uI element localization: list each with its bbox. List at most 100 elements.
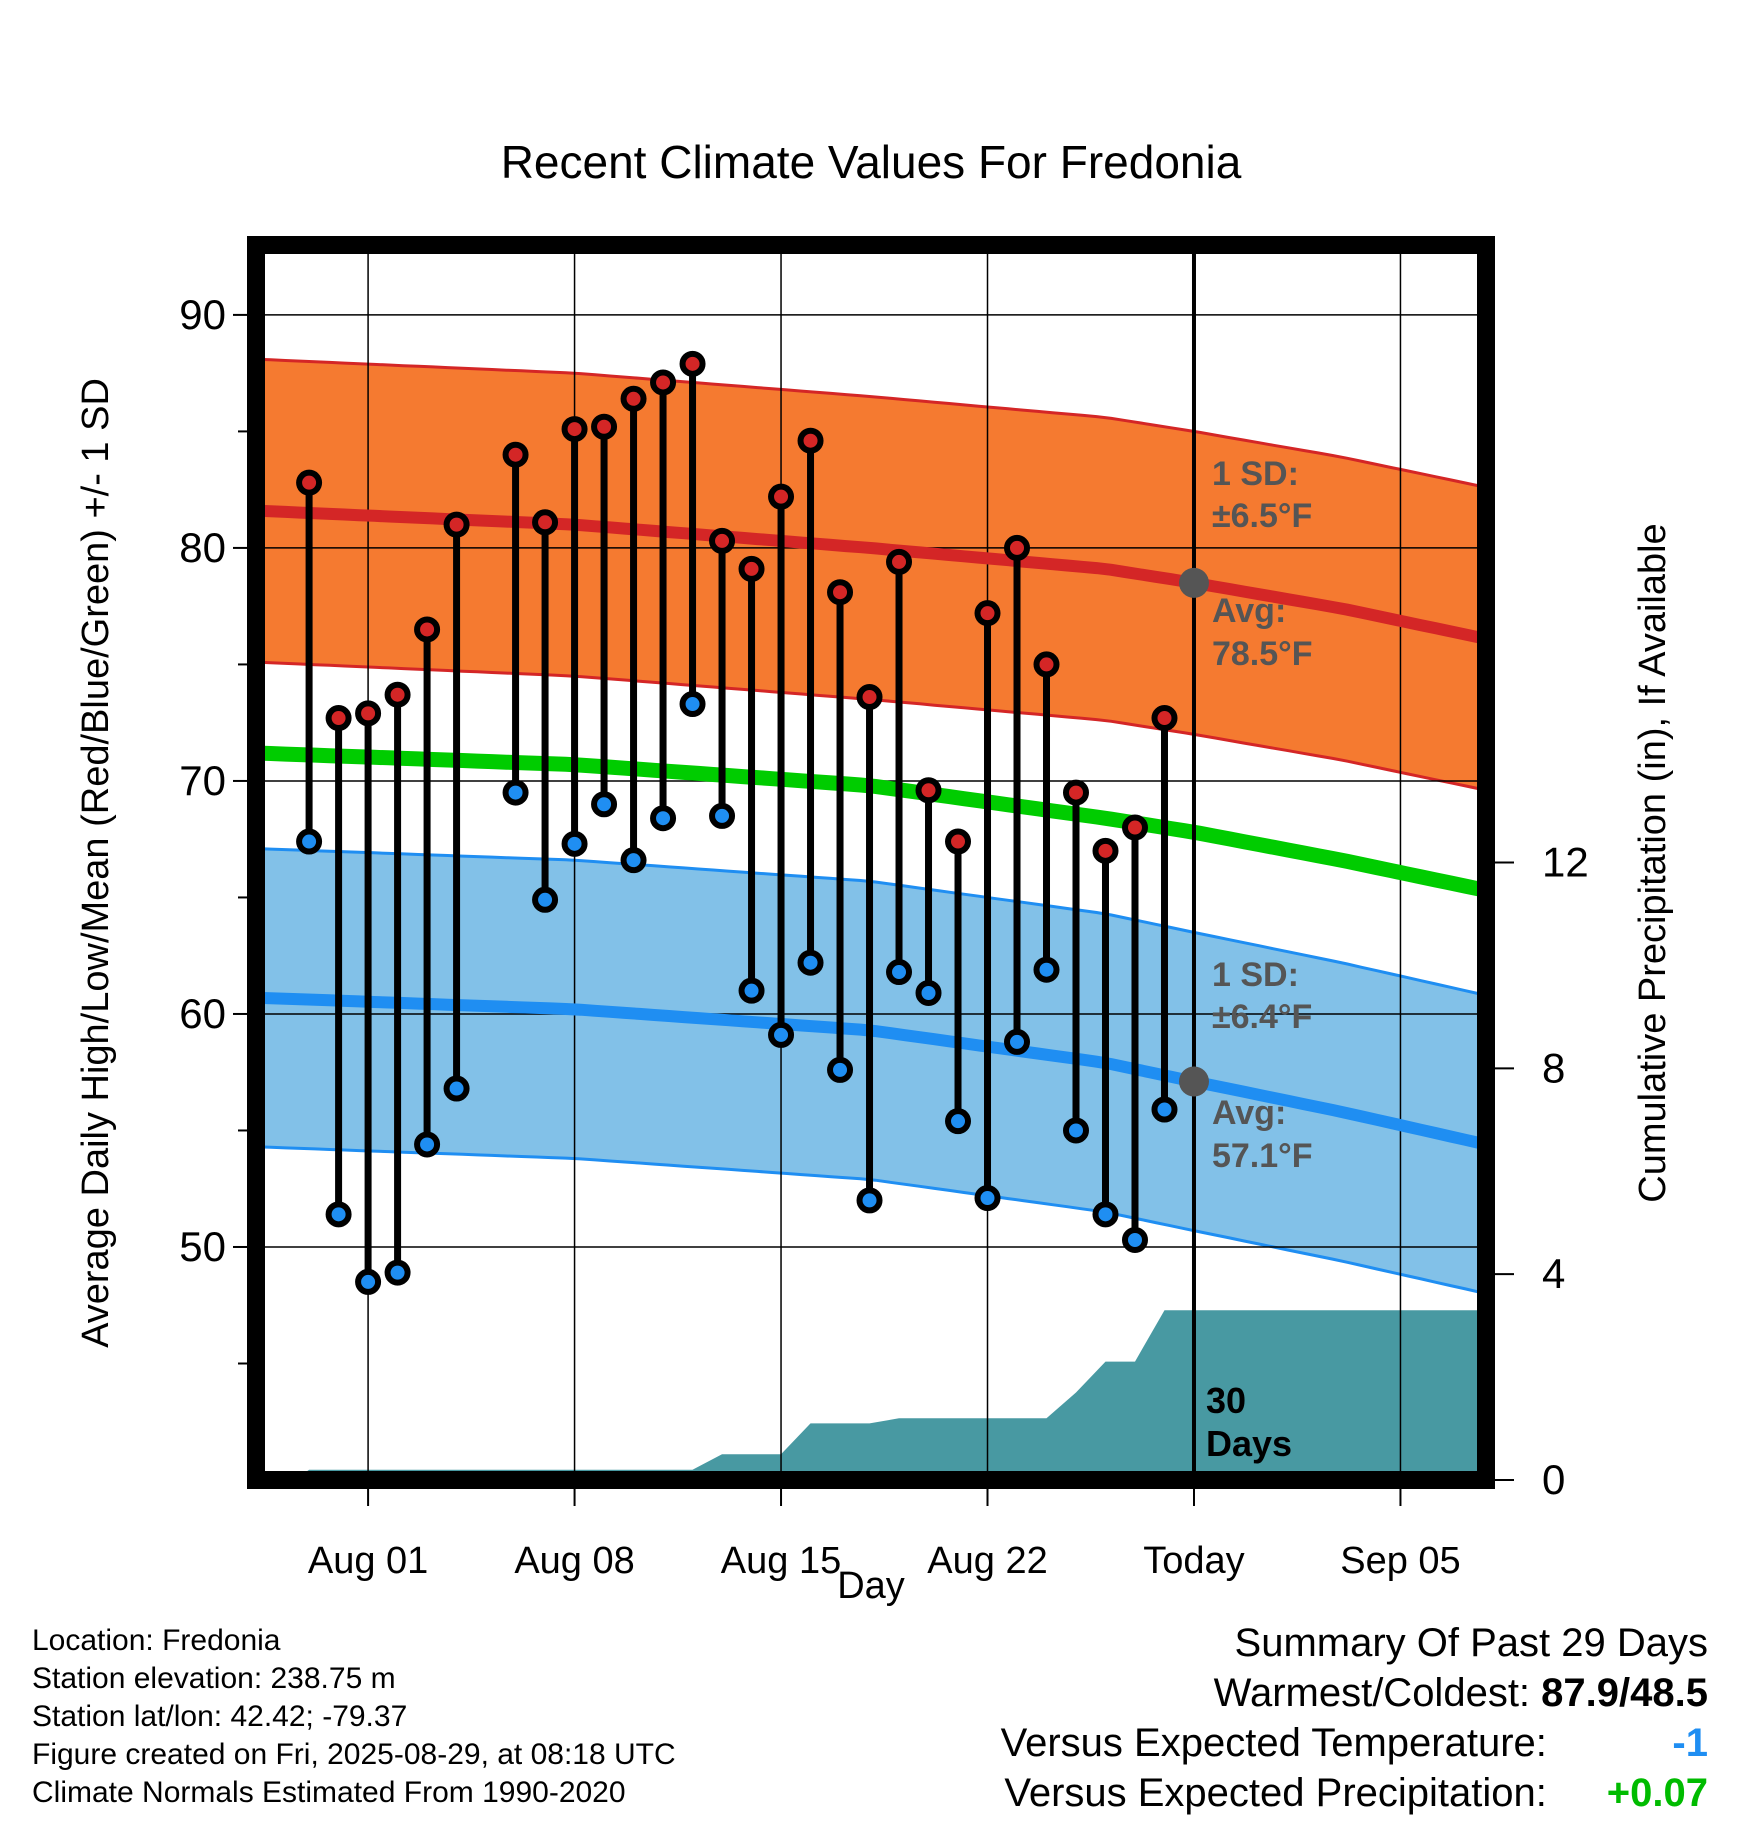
obs-low-point (1092, 1201, 1119, 1228)
obs-low-point (620, 847, 647, 874)
obs-high-point (945, 828, 972, 855)
obs-low-point (945, 1108, 972, 1135)
high-sd-band (256, 359, 1486, 791)
obs-high-point (384, 681, 411, 708)
x-tick-label: Aug 15 (721, 1540, 841, 1582)
obs-low-point (856, 1187, 883, 1214)
obs-high-point (1004, 534, 1031, 561)
elevation-text: Station elevation: 238.75 m (32, 1662, 396, 1695)
location-text: Location: Fredonia (32, 1624, 281, 1657)
x-tick-label: Aug 22 (927, 1540, 1047, 1582)
obs-low-point (532, 886, 559, 913)
low-sd-label: 1 SD: (1212, 956, 1299, 994)
obs-high-point (414, 616, 441, 643)
low-avg-value: 57.1°F (1212, 1137, 1313, 1175)
period-unit: Days (1206, 1423, 1292, 1464)
summary-panel: Summary Of Past 29 Days Warmest/Coldest:… (1001, 1618, 1708, 1818)
obs-low-point (591, 791, 618, 818)
obs-high-point (1121, 814, 1148, 841)
y-axis-title: Average Daily High/Low/Mean (Red/Blue/Gr… (75, 378, 117, 1348)
obs-high-point (1092, 837, 1119, 864)
high-sd-label: 1 SD: (1212, 455, 1299, 493)
obs-high-point (974, 600, 1001, 627)
x-tick-label: Today (1143, 1540, 1244, 1582)
y2-axis-title: Cumulative Precipitation (in), If Availa… (1632, 523, 1674, 1202)
obs-high-point (915, 777, 942, 804)
obs-high-point (1033, 651, 1060, 678)
latlon-text: Station lat/lon: 42.42; -79.37 (32, 1700, 408, 1733)
obs-low-point (414, 1131, 441, 1158)
obs-high-point (325, 705, 352, 732)
obs-low-point (296, 828, 323, 855)
obs-high-point (532, 509, 559, 536)
obs-high-point (561, 416, 588, 443)
obs-high-point (827, 579, 854, 606)
obs-high-point (1063, 779, 1089, 806)
obs-low-point (915, 979, 942, 1006)
obs-low-point (768, 1021, 795, 1048)
obs-low-point (1121, 1226, 1148, 1253)
y2-tick-label: 4 (1542, 1250, 1565, 1297)
station-info: Location: Fredonia Station elevation: 23… (32, 1622, 676, 1812)
obs-low-point (443, 1075, 470, 1102)
obs-high-point (797, 427, 824, 454)
summary-title: Summary Of Past 29 Days (1234, 1621, 1708, 1665)
obs-high-point (1151, 705, 1178, 732)
summary-warmest-row: Warmest/Coldest: 87.9/48.5 (1001, 1668, 1708, 1718)
climate-chart: Recent Climate Values For Fredonia 1 SD: ±… (75, 136, 1674, 1607)
low-normal-line (255, 991, 1488, 1151)
chart-title: Recent Climate Values For Fredonia (501, 136, 1242, 188)
obs-low-point (355, 1268, 382, 1295)
precip-label: Versus Expected Precipitation: (1004, 1771, 1547, 1815)
warmest-value: 87.9/48.5 (1541, 1671, 1708, 1715)
high-avg-label: Avg: (1212, 592, 1286, 630)
obs-high-point (502, 441, 529, 468)
y2-tick-label: 12 (1542, 839, 1589, 886)
low-band-upper-edge (255, 847, 1487, 997)
obs-high-point (856, 684, 883, 711)
obs-low-point (709, 802, 736, 829)
obs-low-point (974, 1185, 1001, 1212)
temp-label: Versus Expected Temperature: (1000, 1721, 1547, 1765)
obs-low-point (797, 949, 824, 976)
period-number: 30 (1206, 1380, 1246, 1421)
obs-low-point (886, 959, 913, 986)
low-sd-value: ±6.4°F (1212, 998, 1312, 1036)
y-tick-label: 70 (179, 757, 226, 804)
temp-value: -1 (1672, 1721, 1708, 1765)
x-tick-label: Aug 08 (514, 1540, 634, 1582)
y2-tick-label: 8 (1542, 1044, 1565, 1091)
created-text: Figure created on Fri, 2025-08-29, at 08… (32, 1738, 676, 1771)
obs-low-point (738, 977, 765, 1004)
obs-high-point (650, 369, 677, 396)
obs-low-point (1151, 1096, 1178, 1123)
low-avg-label: Avg: (1212, 1094, 1286, 1132)
obs-low-point (325, 1201, 352, 1228)
low-band-lower-edge (255, 1145, 1487, 1296)
obs-high-point (296, 469, 323, 496)
obs-high-point (591, 413, 618, 440)
obs-low-point (502, 779, 529, 806)
y-tick-label: 50 (179, 1223, 226, 1270)
x-tick-label: Sep 05 (1340, 1540, 1460, 1582)
obs-high-point (768, 483, 795, 510)
x-axis-title: Day (837, 1565, 905, 1607)
summary-precip-row: Versus Expected Precipitation: +0.07 (1001, 1768, 1708, 1818)
obs-low-point (1004, 1028, 1031, 1055)
warmest-label: Warmest/Coldest: (1213, 1671, 1531, 1715)
obs-high-point (886, 548, 913, 575)
obs-high-point (443, 511, 470, 538)
obs-low-point (384, 1259, 411, 1286)
normals-period-text: Climate Normals Estimated From 1990-2020 (32, 1776, 626, 1809)
obs-low-point (679, 691, 706, 718)
obs-high-point (355, 700, 382, 727)
mean-normal-line (255, 745, 1488, 898)
today-high-normal-marker (1178, 567, 1209, 598)
precip-value: +0.07 (1606, 1771, 1708, 1815)
obs-low-point (650, 805, 677, 832)
high-avg-value: 78.5°F (1212, 635, 1313, 673)
obs-low-point (827, 1056, 854, 1083)
y-tick-label: 60 (179, 990, 226, 1037)
summary-temp-row: Versus Expected Temperature: -1 (1001, 1718, 1708, 1768)
y-tick-label: 80 (179, 524, 226, 571)
